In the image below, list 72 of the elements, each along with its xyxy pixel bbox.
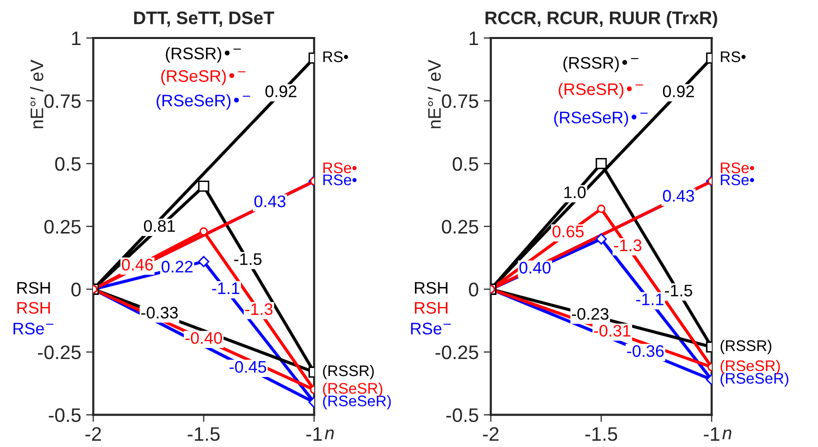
annotation: -1.5 <box>664 284 692 296</box>
series-label: RS• <box>720 51 746 62</box>
annotation: (RSSR)•$^{−}$ <box>563 56 638 72</box>
annotation: -0.23 <box>572 308 608 320</box>
text: RSe$^{−}$ <box>411 322 451 334</box>
annotation: 0.22 <box>162 260 193 273</box>
x-tick-label: -1.5 <box>188 427 220 441</box>
series-label: (RSSR) <box>323 364 374 380</box>
annotation: -1.3 <box>245 303 273 316</box>
x-axis-title: n <box>722 430 732 440</box>
y-tick-label: -0.25 <box>38 345 81 360</box>
y-tick-label: 0.5 <box>55 157 81 171</box>
y-tick-label: 0.25 <box>44 220 81 234</box>
y-tick-label: 0.5 <box>452 157 478 171</box>
series-label: (RSeSeR) <box>720 372 788 387</box>
y-tick-label: -0.25 <box>436 345 478 360</box>
annotation: (RSSR)•$^{−}$ <box>166 47 241 63</box>
chart-title: DTT, SeTT, DSeT <box>134 12 274 27</box>
annotation: 0.65 <box>552 226 584 238</box>
annotation: (RSeSR)•$^{−}$ <box>161 70 246 86</box>
x-tick-label: -1.5 <box>585 427 618 441</box>
annotation: 0.43 <box>662 190 694 202</box>
series-label: (RSeSR) <box>720 360 780 374</box>
text: RSH <box>17 282 50 294</box>
y-axis-title: nE°′ / eV <box>30 60 44 128</box>
annotation: 0.92 <box>662 85 694 98</box>
y-tick-label: 1 <box>470 32 478 46</box>
chart-title: RCCR, RCUR, RUUR (TrxR) <box>486 11 718 28</box>
y-axis-title: nE°′ / eV <box>428 60 441 128</box>
y-tick-label: 0 <box>468 282 478 296</box>
annotation: -0.33 <box>141 306 178 319</box>
annotation: 0.81 <box>144 220 175 232</box>
annotation: 0.92 <box>265 85 296 98</box>
text: RSH <box>414 302 448 314</box>
annotation: -0.36 <box>627 345 664 357</box>
y-tick-label: -0.5 <box>446 408 478 422</box>
annotation: (RSeSeR)•$^{−}$ <box>156 94 250 110</box>
series-label: (RSeSeR) <box>323 395 391 410</box>
text: RSH <box>414 282 448 294</box>
x-tick-label: -1 <box>306 427 322 441</box>
annotation: -1.5 <box>234 253 262 266</box>
y-tick-label: 1 <box>72 32 80 46</box>
series-label: RSe• <box>323 162 357 174</box>
y-tick-label: 0 <box>71 282 81 296</box>
annotation: (RSeSeR)•$^{−}$ <box>554 111 648 127</box>
series-label: (RSSR) <box>720 340 772 354</box>
series-label: (RSeSR) <box>323 382 382 397</box>
x-tick-label: -2 <box>85 427 101 441</box>
annotation: (RSeSR)•$^{−}$ <box>558 82 643 98</box>
annotation: -1.1 <box>212 282 240 294</box>
series-label: RSe• <box>720 174 754 186</box>
x-axis-title: n <box>324 430 334 440</box>
y-tick-label: 0.75 <box>442 94 478 108</box>
text: RSe$^{−}$ <box>14 322 54 334</box>
series-label: RSe• <box>720 162 754 174</box>
text: RSH <box>17 302 50 314</box>
x-tick-label: -2 <box>483 427 498 441</box>
annotation: -0.31 <box>594 324 630 337</box>
annotation: -1.3 <box>614 239 642 252</box>
annotation: 0.40 <box>519 262 551 274</box>
annotation: -0.45 <box>230 361 266 373</box>
series-label: RSe• <box>323 174 357 186</box>
annotation: 0.46 <box>122 258 153 271</box>
series-label: RS• <box>323 51 348 62</box>
y-tick-label: 0.25 <box>442 220 478 234</box>
y-tick-label: -0.5 <box>48 408 81 422</box>
annotation: 1.0 <box>564 186 586 198</box>
x-tick-label: -1 <box>704 427 720 441</box>
y-tick-label: 0.75 <box>44 94 81 108</box>
annotation: 0.43 <box>254 195 286 208</box>
annotation: -0.40 <box>185 332 222 344</box>
annotation: -1.1 <box>636 294 664 306</box>
